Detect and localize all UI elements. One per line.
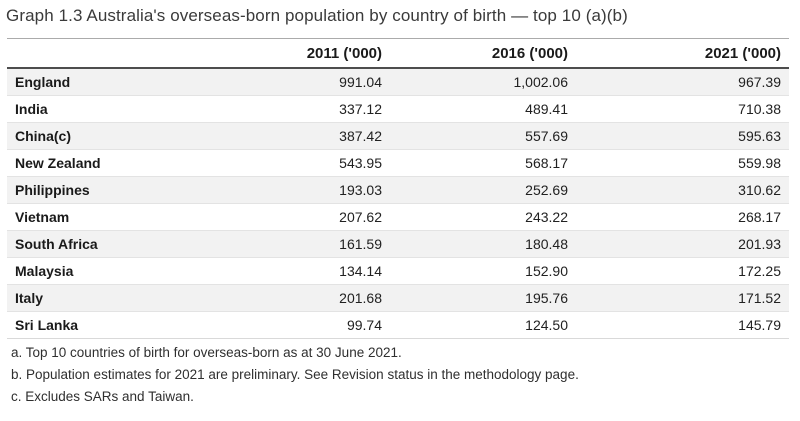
- country-cell: Sri Lanka: [7, 311, 197, 339]
- table-row: China(c) 387.42 557.69 595.63: [7, 122, 789, 150]
- value-2021-cell: 310.62: [576, 176, 789, 204]
- table-header: 2011 ('000) 2016 ('000) 2021 ('000): [7, 38, 789, 69]
- column-header-2016: 2016 ('000): [390, 38, 576, 69]
- value-2021-cell: 710.38: [576, 95, 789, 123]
- column-header-2021: 2021 ('000): [576, 38, 789, 69]
- value-2011-cell: 337.12: [197, 95, 390, 123]
- header-row: 2011 ('000) 2016 ('000) 2021 ('000): [7, 38, 789, 69]
- footnote-b: b. Population estimates for 2021 are pre…: [11, 367, 579, 382]
- table-row: South Africa 161.59 180.48 201.93: [7, 230, 789, 258]
- table-row: Philippines 193.03 252.69 310.62: [7, 176, 789, 204]
- value-2021-cell: 559.98: [576, 149, 789, 177]
- value-2021-cell: 201.93: [576, 230, 789, 258]
- country-cell: Vietnam: [7, 203, 197, 231]
- table-row: Vietnam 207.62 243.22 268.17: [7, 203, 789, 231]
- value-2016-cell: 243.22: [390, 203, 576, 231]
- country-cell: Malaysia: [7, 257, 197, 285]
- value-2021-cell: 595.63: [576, 122, 789, 150]
- value-2016-cell: 152.90: [390, 257, 576, 285]
- country-cell: China(c): [7, 122, 197, 150]
- table-row: Sri Lanka 99.74 124.50 145.79: [7, 311, 789, 339]
- value-2021-cell: 967.39: [576, 68, 789, 96]
- table-row: India 337.12 489.41 710.38: [7, 95, 789, 123]
- value-2016-cell: 557.69: [390, 122, 576, 150]
- value-2016-cell: 1,002.06: [390, 68, 576, 96]
- footnote-c: c. Excludes SARs and Taiwan.: [11, 389, 194, 404]
- population-table: 2011 ('000) 2016 ('000) 2021 ('000) Engl…: [7, 38, 789, 339]
- table-row: Malaysia 134.14 152.90 172.25: [7, 257, 789, 285]
- value-2021-cell: 268.17: [576, 203, 789, 231]
- value-2011-cell: 991.04: [197, 68, 390, 96]
- value-2016-cell: 124.50: [390, 311, 576, 339]
- value-2016-cell: 568.17: [390, 149, 576, 177]
- page-title: Graph 1.3 Australia's overseas-born popu…: [6, 6, 628, 25]
- column-header-country: [7, 38, 197, 69]
- footnotes: a. Top 10 countries of birth for oversea…: [11, 345, 790, 404]
- country-cell: Philippines: [7, 176, 197, 204]
- value-2021-cell: 145.79: [576, 311, 789, 339]
- country-cell: New Zealand: [7, 149, 197, 177]
- value-2021-cell: 172.25: [576, 257, 789, 285]
- value-2011-cell: 134.14: [197, 257, 390, 285]
- value-2016-cell: 195.76: [390, 284, 576, 312]
- table-row: England 991.04 1,002.06 967.39: [7, 68, 789, 96]
- value-2011-cell: 99.74: [197, 311, 390, 339]
- value-2011-cell: 193.03: [197, 176, 390, 204]
- value-2016-cell: 489.41: [390, 95, 576, 123]
- value-2011-cell: 161.59: [197, 230, 390, 258]
- table-row: New Zealand 543.95 568.17 559.98: [7, 149, 789, 177]
- table-body: England 991.04 1,002.06 967.39 India 337…: [7, 68, 789, 339]
- value-2021-cell: 171.52: [576, 284, 789, 312]
- country-cell: India: [7, 95, 197, 123]
- value-2016-cell: 180.48: [390, 230, 576, 258]
- value-2011-cell: 387.42: [197, 122, 390, 150]
- column-header-2011: 2011 ('000): [197, 38, 390, 69]
- table-row: Italy 201.68 195.76 171.52: [7, 284, 789, 312]
- country-cell: England: [7, 68, 197, 96]
- country-cell: South Africa: [7, 230, 197, 258]
- value-2011-cell: 201.68: [197, 284, 390, 312]
- footnote-a: a. Top 10 countries of birth for oversea…: [11, 345, 402, 360]
- value-2011-cell: 207.62: [197, 203, 390, 231]
- value-2016-cell: 252.69: [390, 176, 576, 204]
- value-2011-cell: 543.95: [197, 149, 390, 177]
- country-cell: Italy: [7, 284, 197, 312]
